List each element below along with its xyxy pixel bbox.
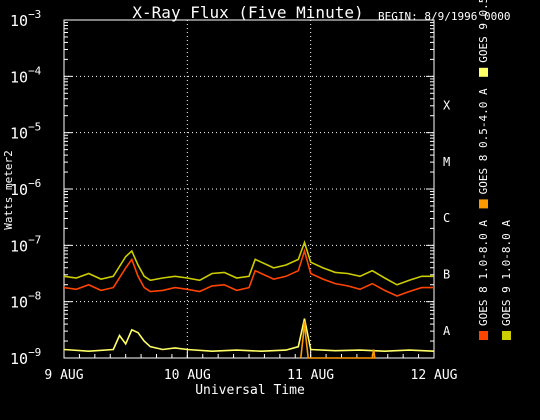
legend-right-swatch-2	[479, 67, 488, 77]
flare-class-a: A	[443, 324, 451, 338]
legend-right-label-0: GOES 8 1.0-8.0 A	[477, 220, 490, 326]
flare-class-m: M	[443, 155, 450, 169]
y-tick-exponent-4: −7	[28, 233, 41, 246]
x-tick-label-3: 12 AUG	[411, 368, 458, 383]
flare-class-labels: X M C B A	[443, 99, 451, 338]
y-tick-labels: 10−310−410−510−610−710−810−9	[10, 8, 434, 368]
begin-label: BEGIN: 8/9/1996 0000	[378, 10, 510, 23]
legend-right-label-2: GOES 9 0.5-4.0 A	[477, 0, 490, 63]
y-tick-exponent-5: −8	[28, 290, 41, 303]
series-line-1	[63, 248, 434, 297]
y-tick-label-6: 10−9	[10, 346, 41, 368]
legend-right-swatch-0	[479, 331, 488, 340]
legend-right-swatch-1	[479, 199, 488, 209]
flare-class-x: X	[443, 99, 451, 113]
flare-class-b: B	[443, 268, 450, 282]
x-tick-label-1: 10 AUG	[164, 368, 211, 383]
plot-area: 10−310−410−510−610−710−810−9 9 AUG 10 AUG…	[10, 8, 458, 383]
chart-title: X-Ray Flux (Five Minute)	[132, 3, 363, 22]
legend-far-right-swatch-0	[502, 331, 511, 340]
legend: GOES 8 1.0-8.0 A GOES 8 0.5-4.0 A GOES 9 0…	[477, 0, 513, 340]
legend-far-right-label-0: GOES 9 1.0-8.0 A	[500, 220, 513, 326]
y-tick-label-0: 10−3	[10, 8, 41, 30]
y-tick-exponent-0: −3	[28, 8, 41, 21]
y-tick-exponent-1: −4	[28, 64, 42, 77]
data-series	[63, 240, 435, 359]
x-tick-labels: 9 AUG 10 AUG 11 AUG 12 AUG	[44, 350, 458, 383]
legend-right-label-1: GOES 8 0.5-4.0 A	[477, 88, 490, 194]
y-tick-label-5: 10−8	[10, 290, 41, 312]
y-tick-exponent-2: −5	[28, 121, 41, 134]
y-tick-exponent-3: −6	[28, 177, 41, 190]
y-tick-label-2: 10−5	[10, 121, 41, 143]
y-axis-label: Watts meter2	[2, 150, 15, 229]
series-line-2	[63, 318, 435, 353]
gridlines	[64, 20, 434, 358]
flare-class-c: C	[443, 211, 450, 225]
x-tick-label-0: 9 AUG	[44, 368, 83, 383]
x-axis-label: Universal Time	[195, 383, 305, 398]
series-line-0	[63, 240, 434, 286]
y-tick-label-4: 10−7	[10, 233, 41, 255]
x-tick-label-2: 11 AUG	[287, 368, 334, 383]
y-tick-exponent-6: −9	[28, 346, 41, 359]
y-tick-label-1: 10−4	[10, 64, 42, 86]
series-line-3	[300, 321, 376, 359]
